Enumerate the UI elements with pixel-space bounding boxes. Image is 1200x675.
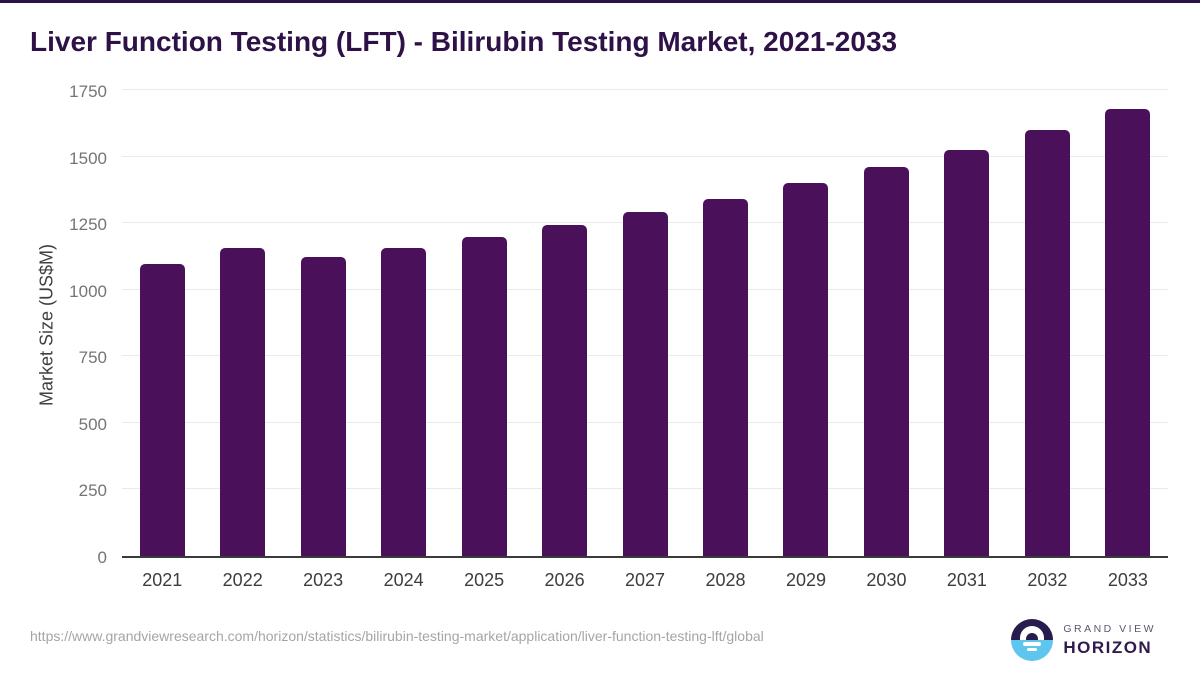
logo-horizon-line-small — [1027, 648, 1038, 651]
x-axis-labels: 2021 2022 2023 2024 2025 2026 2027 2028 2029 2030… — [122, 566, 1168, 591]
logo-text-horizon: HORIZON — [1063, 637, 1153, 657]
y-tick-500: 500 — [78, 414, 107, 434]
bar-slot-2032 — [1007, 92, 1087, 556]
bar-2025[interactable] — [461, 237, 507, 556]
bar-slot-2023 — [283, 92, 363, 556]
gridline-1750 — [122, 89, 1168, 90]
page-title: Liver Function Testing (LFT) - Bilirubin… — [30, 26, 898, 57]
plot-area — [122, 89, 1168, 558]
gridline-1500 — [122, 155, 1168, 157]
y-tick-1000: 1000 — [69, 281, 107, 301]
grandview-horizon-logo: GRAND VIEW HORIZON — [1011, 619, 1156, 661]
x-label-2025: 2025 — [464, 570, 505, 590]
x-label-2031: 2031 — [946, 570, 987, 590]
bar-2028[interactable] — [703, 198, 749, 556]
bar-slot-2021 — [122, 92, 202, 556]
x-label-2027: 2027 — [625, 570, 666, 590]
y-tick-1750: 1750 — [69, 82, 107, 101]
x-label-2029: 2029 — [785, 570, 826, 590]
bar-2022[interactable] — [220, 248, 266, 556]
logo-text-grand-view: GRAND VIEW — [1063, 622, 1156, 635]
bar-slot-2026 — [524, 92, 604, 556]
bar-slot-2033 — [1088, 92, 1168, 556]
y-axis-tick-labels: 0 250 500 750 1000 1250 1500 1750 — [0, 82, 107, 567]
y-tick-0: 0 — [97, 548, 107, 567]
bar-2033[interactable] — [1105, 109, 1151, 556]
logo-horizon-line — [1023, 642, 1042, 646]
bar-slot-2024 — [363, 92, 443, 556]
source-url: https://www.grandviewresearch.com/horizo… — [30, 628, 764, 644]
bar-slot-2027 — [605, 92, 685, 556]
bar-2021[interactable] — [139, 264, 185, 556]
x-label-2030: 2030 — [866, 570, 907, 590]
x-label-2021: 2021 — [142, 570, 183, 590]
y-tick-250: 250 — [78, 481, 107, 501]
x-label-2028: 2028 — [705, 570, 746, 590]
x-label-2022: 2022 — [222, 570, 263, 590]
x-label-2026: 2026 — [544, 570, 585, 590]
bar-2031[interactable] — [944, 149, 990, 556]
bar-2030[interactable] — [863, 167, 909, 556]
bar-2032[interactable] — [1024, 130, 1070, 556]
bar-series — [122, 92, 1168, 556]
x-label-2033: 2033 — [1107, 570, 1148, 590]
logo-arch-hole — [1026, 633, 1039, 640]
bar-2023[interactable] — [300, 257, 346, 556]
bar-2029[interactable] — [783, 183, 829, 556]
x-label-2023: 2023 — [303, 570, 344, 590]
x-label-2024: 2024 — [383, 570, 424, 590]
bar-slot-2031 — [927, 92, 1007, 556]
bar-slot-2029 — [766, 92, 846, 556]
y-tick-750: 750 — [78, 348, 107, 368]
y-tick-1500: 1500 — [69, 148, 107, 168]
bar-slot-2028 — [685, 92, 765, 556]
y-tick-1250: 1250 — [69, 215, 107, 235]
x-label-2032: 2032 — [1027, 570, 1068, 590]
bar-2027[interactable] — [622, 211, 668, 556]
top-accent-border — [0, 0, 1200, 3]
bar-2024[interactable] — [381, 247, 427, 556]
bar-slot-2022 — [202, 92, 282, 556]
bar-slot-2030 — [846, 92, 926, 556]
bar-2026[interactable] — [542, 224, 588, 556]
horizon-logo-icon — [1011, 619, 1054, 661]
bar-slot-2025 — [444, 92, 524, 556]
